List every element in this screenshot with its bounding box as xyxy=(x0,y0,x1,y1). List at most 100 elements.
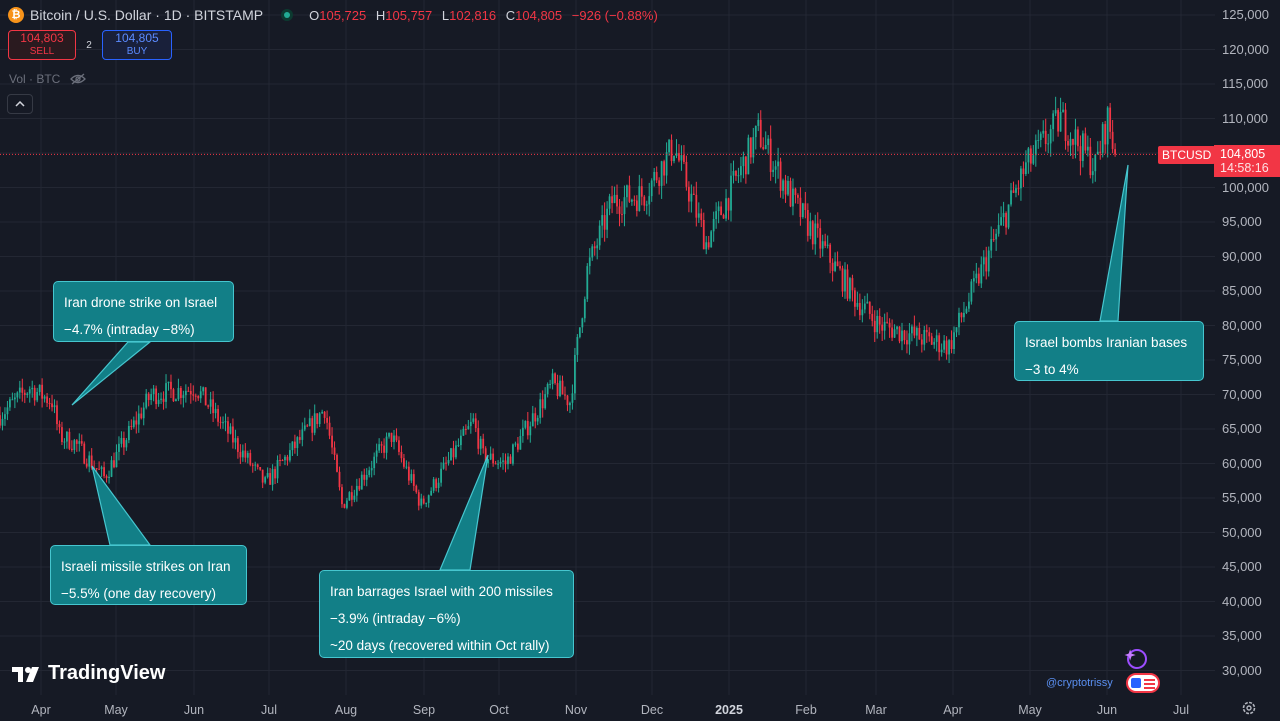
candle-body xyxy=(355,485,358,496)
candle-body xyxy=(296,437,299,449)
symbol-title[interactable]: Bitcoin / U.S. Dollar · 1D · BITSTAMP xyxy=(30,7,264,23)
candle-body xyxy=(358,485,361,490)
price-axis-label: 115,000 xyxy=(1222,76,1269,91)
candle-body xyxy=(254,464,257,466)
time-axis-label: Jun xyxy=(1096,703,1118,717)
tradingview-logo[interactable]: TradingView xyxy=(12,662,165,685)
time-axis-label: Jul xyxy=(1173,703,1189,717)
candle-body xyxy=(209,399,212,407)
candle-body xyxy=(1052,113,1055,130)
candle-body xyxy=(883,321,886,331)
current-price-label: 104,805 14:58:16 xyxy=(1214,145,1280,177)
candle-body xyxy=(935,335,938,342)
candle-body xyxy=(393,435,395,442)
candle-body xyxy=(975,273,978,279)
candle-body xyxy=(1072,138,1074,145)
candle-body xyxy=(623,197,626,215)
candle-body xyxy=(479,438,482,449)
time-axis-label: Jun xyxy=(183,703,205,717)
candle-body xyxy=(175,399,177,402)
candle-body xyxy=(797,195,799,198)
candle-body xyxy=(400,451,403,459)
candle-body xyxy=(457,445,460,447)
candle-body xyxy=(967,301,970,309)
collapse-legend-button[interactable] xyxy=(7,94,33,114)
candle-body xyxy=(135,420,138,425)
candle-body xyxy=(155,388,158,405)
candle-body xyxy=(955,327,958,333)
candle-body xyxy=(427,495,430,503)
candle-body xyxy=(930,336,933,345)
callout-israeli-missile-strikes[interactable]: Israeli missile strikes on Iran −5.5% (o… xyxy=(50,545,247,605)
candle-body xyxy=(207,405,210,407)
price-axis-label: 55,000 xyxy=(1222,490,1262,505)
candle-body xyxy=(127,425,130,441)
candle-body xyxy=(603,215,606,230)
candle-body xyxy=(911,326,913,334)
candle-body xyxy=(1005,213,1007,228)
candle-body xyxy=(192,394,195,396)
candle-body xyxy=(113,460,115,468)
settings-gear-icon[interactable] xyxy=(1241,700,1257,716)
candle-body xyxy=(43,396,46,399)
candle-body xyxy=(303,425,306,430)
candle-body xyxy=(1037,139,1040,141)
candle-body xyxy=(789,180,792,207)
candle-body xyxy=(1079,146,1082,161)
candle-body xyxy=(395,435,398,441)
candle-body xyxy=(841,268,844,292)
candle-body xyxy=(977,273,980,284)
candle-body xyxy=(683,155,685,162)
candle-body xyxy=(1062,109,1064,112)
candle-body xyxy=(583,299,586,319)
market-open-icon xyxy=(281,9,294,21)
candle-body xyxy=(18,387,21,393)
time-axis-label: Aug xyxy=(334,703,358,717)
candle-body xyxy=(346,500,348,508)
candle-body xyxy=(737,175,740,177)
candle-body xyxy=(549,383,552,385)
candle-body xyxy=(430,490,433,496)
candle-body xyxy=(162,398,165,402)
candle-body xyxy=(1081,133,1084,161)
candle-body xyxy=(80,441,83,444)
candle-body xyxy=(769,138,772,173)
eye-hidden-icon[interactable] xyxy=(70,73,87,85)
candle-body xyxy=(157,399,160,405)
candle-body xyxy=(958,312,960,328)
candle-body xyxy=(375,450,378,457)
price-axis-label: 50,000 xyxy=(1222,524,1262,540)
candle-body xyxy=(1057,110,1060,132)
candle-body xyxy=(284,456,286,461)
candle-body xyxy=(643,196,646,206)
candle-body xyxy=(1047,143,1050,145)
candle-body xyxy=(326,417,328,423)
price-axis-label: 85,000 xyxy=(1222,283,1262,298)
candle-body xyxy=(985,257,988,272)
candle-body xyxy=(4,414,6,419)
candle-body xyxy=(281,460,284,462)
candle-body xyxy=(289,450,291,461)
price-axis-label: 125,000 xyxy=(1222,7,1269,22)
candle-body xyxy=(360,474,363,490)
callout-israel-bombs-iran[interactable]: Israel bombs Iranian bases −3 to 4% xyxy=(1014,321,1204,381)
candle-body xyxy=(229,426,232,434)
volume-indicator[interactable]: Vol · BTC xyxy=(9,72,87,86)
candle-body xyxy=(655,171,658,181)
candle-body xyxy=(189,391,192,395)
candle-body xyxy=(811,221,814,245)
candle-body xyxy=(497,463,499,465)
candle-body xyxy=(918,327,921,340)
candle-body xyxy=(536,417,539,422)
candle-body xyxy=(85,463,88,467)
candle-body xyxy=(1012,190,1015,193)
candle-body xyxy=(806,209,809,236)
candle-body xyxy=(489,453,492,460)
buy-button[interactable]: 104,805 BUY xyxy=(102,30,172,60)
candle-body xyxy=(856,302,859,307)
callout-iran-drone-strike[interactable]: Iran drone strike on Israel −4.7% (intra… xyxy=(53,281,234,342)
callout-iran-missile-barrage[interactable]: Iran barrages Israel with 200 missiles −… xyxy=(319,570,574,658)
candle-body xyxy=(256,464,259,467)
sell-button[interactable]: 104,803 SELL xyxy=(8,30,76,60)
candle-body xyxy=(601,215,604,226)
